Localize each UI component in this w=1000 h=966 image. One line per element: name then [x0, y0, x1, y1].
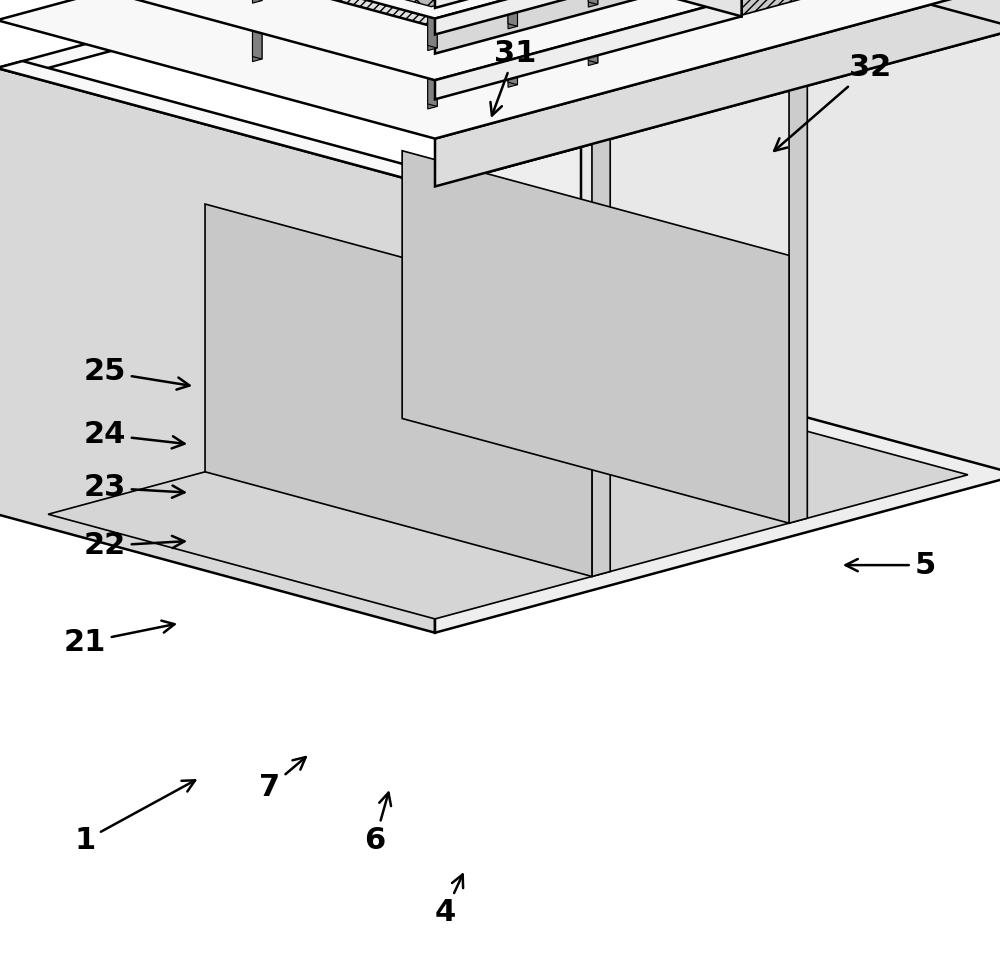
Polygon shape: [581, 0, 1000, 28]
Text: 32: 32: [774, 53, 891, 151]
Polygon shape: [0, 68, 435, 633]
Polygon shape: [0, 0, 1000, 139]
Text: 22: 22: [84, 531, 184, 560]
Polygon shape: [789, 82, 807, 524]
Polygon shape: [508, 0, 517, 29]
Text: 31: 31: [490, 39, 536, 116]
Polygon shape: [581, 0, 1000, 474]
Polygon shape: [508, 24, 517, 85]
Text: 7: 7: [259, 757, 306, 802]
Polygon shape: [435, 0, 742, 99]
Polygon shape: [508, 26, 517, 87]
Text: 5: 5: [846, 551, 936, 580]
Polygon shape: [413, 0, 423, 18]
Polygon shape: [435, 0, 742, 8]
Polygon shape: [435, 28, 1000, 633]
Polygon shape: [333, 0, 342, 38]
Polygon shape: [0, 0, 742, 18]
Polygon shape: [333, 0, 342, 40]
Polygon shape: [304, 0, 742, 16]
Polygon shape: [252, 0, 262, 3]
Polygon shape: [588, 2, 598, 63]
Polygon shape: [0, 0, 607, 75]
Polygon shape: [428, 48, 437, 109]
Text: 21: 21: [64, 620, 175, 657]
Polygon shape: [428, 0, 437, 50]
Polygon shape: [0, 61, 461, 186]
Polygon shape: [435, 0, 1000, 186]
Polygon shape: [579, 2, 598, 7]
Text: 24: 24: [84, 420, 184, 449]
Polygon shape: [508, 0, 517, 26]
Polygon shape: [435, 0, 742, 53]
Polygon shape: [48, 370, 968, 619]
Polygon shape: [0, 0, 742, 80]
Polygon shape: [409, 21, 1000, 186]
Polygon shape: [588, 5, 598, 66]
Polygon shape: [205, 204, 592, 577]
Polygon shape: [486, 0, 499, 54]
Polygon shape: [369, 0, 493, 7]
Text: 6: 6: [364, 793, 391, 855]
Text: 25: 25: [84, 357, 190, 389]
Polygon shape: [252, 0, 262, 59]
Text: 1: 1: [74, 781, 195, 855]
Polygon shape: [252, 0, 836, 78]
Polygon shape: [243, 0, 262, 3]
Polygon shape: [555, 0, 1000, 36]
Polygon shape: [588, 0, 598, 7]
Polygon shape: [588, 0, 598, 5]
Polygon shape: [592, 136, 610, 577]
Polygon shape: [499, 24, 517, 29]
Polygon shape: [428, 45, 437, 106]
Polygon shape: [252, 1, 262, 62]
Polygon shape: [428, 0, 437, 48]
Polygon shape: [402, 151, 789, 524]
Text: 4: 4: [434, 874, 463, 927]
Polygon shape: [435, 0, 742, 35]
Polygon shape: [0, 0, 742, 27]
Text: 23: 23: [84, 473, 184, 502]
Polygon shape: [413, 0, 423, 15]
Polygon shape: [418, 45, 437, 50]
Polygon shape: [486, 0, 499, 50]
